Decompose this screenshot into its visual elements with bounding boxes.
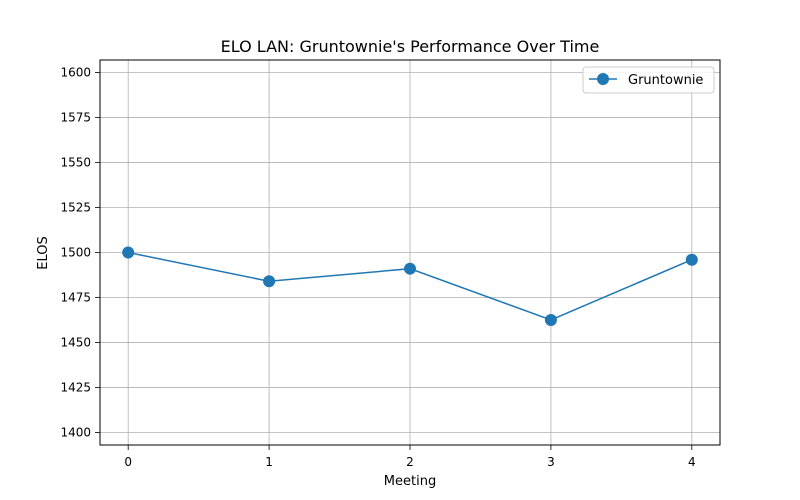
data-point [122, 246, 135, 259]
legend-marker-swatch [597, 73, 609, 85]
x-tick-label: 4 [688, 455, 696, 469]
x-tick-label: 1 [265, 455, 273, 469]
x-axis-label: Meeting [384, 474, 436, 489]
y-tick-label: 1550 [60, 156, 91, 170]
y-axis-label: ELOS [36, 236, 51, 269]
y-tick-label: 1575 [60, 111, 91, 125]
x-axis: 0 1 2 3 4 [124, 445, 696, 469]
y-tick-label: 1450 [60, 335, 91, 349]
y-tick-label: 1525 [60, 201, 91, 215]
data-point [263, 275, 276, 288]
x-tick-label: 3 [547, 455, 555, 469]
plot-area [122, 246, 698, 326]
legend-label: Gruntownie [628, 73, 703, 88]
data-point [685, 253, 698, 266]
x-tick-label: 0 [124, 455, 132, 469]
x-tick-label: 2 [406, 455, 414, 469]
y-tick-label: 1400 [60, 425, 91, 439]
chart-title: ELO LAN: Gruntownie's Performance Over T… [221, 37, 600, 56]
data-point [404, 262, 416, 275]
y-tick-label: 1475 [60, 290, 91, 304]
y-tick-label: 1500 [60, 246, 91, 260]
legend: Gruntownie [582, 66, 715, 94]
legend-box [582, 66, 715, 94]
grid [100, 60, 720, 445]
y-tick-label: 1425 [60, 380, 91, 394]
y-tick-label: 1600 [60, 66, 91, 80]
y-axis: 1400 1425 1450 1475 1500 1525 1550 1575 1600 [60, 66, 100, 439]
data-point [544, 313, 557, 326]
